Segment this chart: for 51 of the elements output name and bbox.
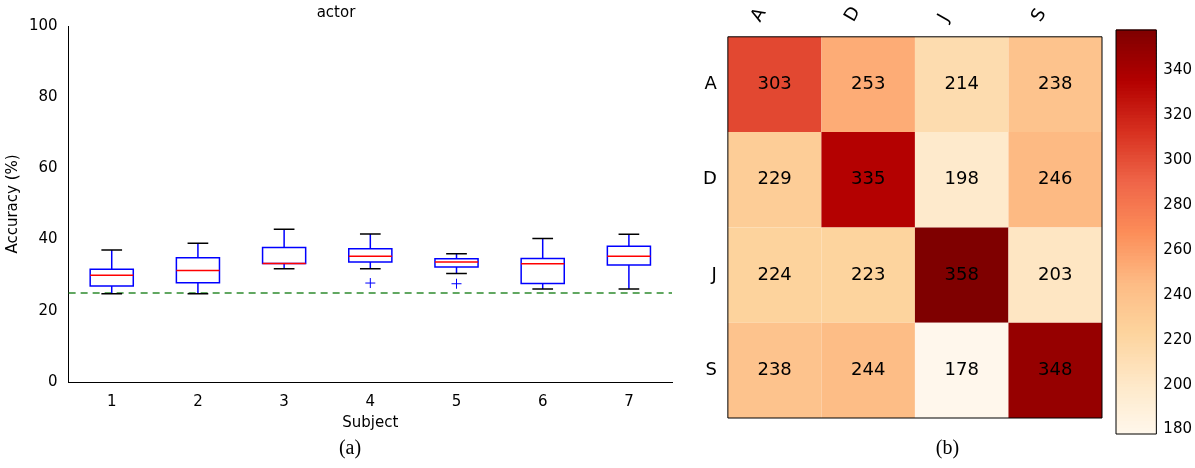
text: (a)	[337, 436, 363, 459]
data-label: 178	[944, 358, 979, 380]
data-label: 303	[757, 72, 792, 94]
data-label: 223	[850, 262, 886, 284]
color-bar-label: 260	[1163, 239, 1193, 258]
y-tick-label: S	[705, 358, 717, 380]
y-axis-title: Accuracy (%)	[2, 154, 21, 254]
data-label: 238	[1038, 72, 1073, 94]
x-tick-label: 1	[106, 391, 117, 410]
x-tick-label: J	[931, 9, 954, 26]
color-bar-label: 200	[1163, 374, 1193, 393]
x-tick-label: 5	[451, 391, 462, 410]
y-tick-label: 100	[28, 15, 58, 34]
y-tick-label: D	[702, 167, 717, 189]
x-axis-title: Subject	[342, 412, 399, 431]
y-tick-label: 0	[48, 371, 58, 390]
x-tick-label: A	[745, 2, 770, 25]
data-label: 198	[944, 167, 979, 189]
y-tick-label: 40	[38, 229, 58, 248]
x-tick-label: 4	[365, 391, 376, 410]
x-tick-label: 7	[624, 391, 634, 410]
data-label: 335	[850, 167, 886, 189]
data-label: 224	[757, 262, 792, 284]
y-tick-label: 20	[38, 300, 58, 319]
color-bar-label: 340	[1163, 60, 1193, 79]
x-tick-label: 3	[279, 391, 289, 410]
data-label: 253	[850, 72, 886, 94]
text: (b)	[934, 436, 961, 459]
data-label: 244	[850, 358, 886, 380]
y-tick-label: J	[710, 262, 717, 284]
data-label: 238	[757, 358, 792, 380]
data-label: 358	[944, 262, 979, 284]
y-tick-label: A	[704, 72, 718, 94]
x-tick-label: 2	[193, 391, 203, 410]
color-bar-label: 240	[1163, 284, 1193, 303]
color-bar-label: 280	[1163, 194, 1193, 213]
data-label: 214	[944, 72, 979, 94]
data-label: 246	[1038, 167, 1073, 189]
color-bar-label: 300	[1163, 150, 1193, 169]
color-bar-label: 220	[1163, 329, 1193, 348]
color-bar-label: 320	[1163, 105, 1193, 124]
x-tick-label: 6	[537, 391, 548, 410]
data-label: 203	[1038, 262, 1073, 284]
y-tick-label: 80	[38, 87, 58, 106]
chart-title: actor	[316, 2, 357, 21]
data-label: 348	[1038, 358, 1073, 380]
color-bar-label: 180	[1163, 419, 1193, 438]
data-label: 229	[757, 167, 792, 189]
y-tick-label: 60	[38, 158, 58, 177]
x-tick-label: S	[1025, 4, 1050, 25]
x-tick-label: D	[838, 2, 864, 25]
